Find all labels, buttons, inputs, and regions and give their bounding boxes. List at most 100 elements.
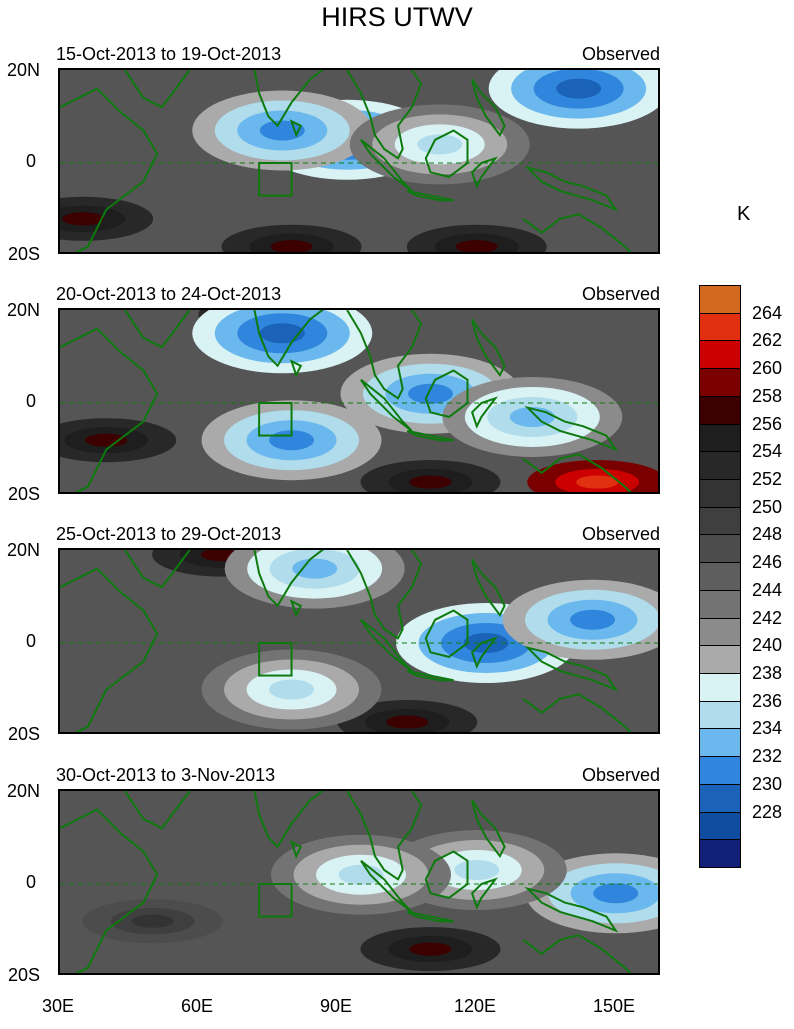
coastline [471,78,506,137]
coastline [60,327,159,492]
moist-region [269,679,315,700]
coastline [522,934,632,973]
colorbar-cell [699,700,741,730]
colorbar-cell [699,340,741,370]
colorbar-label: 262 [752,330,783,351]
coastline [471,799,506,858]
colorbar-label: 264 [752,302,783,323]
moist-region [570,609,616,630]
colorbar-label: 252 [752,469,783,489]
coastline [424,609,469,658]
coastline [60,567,159,732]
coastline [470,877,499,910]
region-box [258,402,293,437]
coastline [253,310,325,368]
colorbar-label: 244 [752,579,783,600]
colorbar-label: 240 [752,635,783,656]
colorbar-label: 248 [752,524,783,545]
panel-1: 15-Oct-2013 to 19-Oct-2013 Observed 20N … [0,44,794,308]
coastline [471,558,506,617]
y-tick-20n: 20N [6,540,40,560]
colorbar-cell [699,728,741,758]
y-tick-20n: 20N [6,300,40,320]
panel-label: Observed [581,765,660,785]
map-plot [58,548,660,734]
colorbar-cell [699,423,741,453]
region-box [258,883,293,918]
y-tick-20n: 20N [6,60,40,80]
colorbar-cell [699,395,741,425]
map-field [60,310,658,492]
colorbar-cell [699,617,741,647]
colorbar-label: 254 [752,441,783,462]
coastline [471,318,506,377]
dry-region [85,433,128,447]
colorbar-cell [699,368,741,397]
panel-label: Observed [581,284,660,304]
map-plot [58,68,660,254]
colorbar-label: 230 [752,773,783,794]
colorbar-cell [699,589,741,619]
colorbar-cell [699,285,741,314]
moist-region [417,134,463,155]
dry-region [455,240,498,252]
region-box [258,642,293,677]
coastline [289,359,303,378]
coastline [470,396,499,429]
coastline [524,165,619,212]
coastline [524,645,619,692]
colorbar-label: 238 [752,663,783,683]
colorbar-cell [699,534,741,564]
coastline [406,429,454,442]
y-tick-20s: 20S [7,244,40,264]
y-tick-20s: 20S [7,724,40,744]
panel-period: 25-Oct-2013 to 29-Oct-2013 [56,524,282,544]
colorbar [699,285,743,868]
coastline [424,850,469,899]
moist-region [292,558,338,579]
coastline [253,70,325,128]
coastline [524,405,619,452]
y-tick-20s: 20S [7,484,40,504]
colorbar-cell [699,673,741,702]
coastline [123,791,191,830]
dry-region [386,715,429,729]
coastline [346,310,423,400]
y-tick-0: 0 [25,872,36,892]
colorbar-cell [699,645,741,674]
coastline [253,550,325,608]
panel-period: 20-Oct-2013 to 24-Oct-2013 [56,284,282,304]
coastline [406,669,454,682]
colorbar-label: 258 [752,385,783,406]
colorbar-label: 246 [752,552,783,573]
dry-region [270,240,313,252]
colorbar-cell [699,506,741,536]
colorbar-cell [699,756,741,785]
coastline [424,369,469,418]
x-tick-30e: 30E [41,996,75,1016]
coastline [522,693,632,732]
moist-region [259,323,305,344]
colorbar-unit: K [737,203,751,225]
colorbar-cell [699,839,741,868]
panel-label: Observed [581,44,660,64]
y-tick-0: 0 [25,151,36,171]
coastline [123,70,191,109]
coastline [470,636,499,669]
coastline [470,156,499,189]
moist-region [454,860,500,881]
colorbar-label: 232 [752,746,783,767]
y-tick-20n: 20N [6,781,40,801]
coastline [346,791,423,881]
coastline [289,599,303,618]
coastline [346,550,423,640]
moist-region [593,883,639,904]
coastline [60,808,159,973]
colorbar-cell [699,811,741,841]
coastline [522,453,632,492]
map-field [60,791,658,973]
panel-3: 25-Oct-2013 to 29-Oct-2013 Observed 20N … [0,524,794,788]
colorbar-cell [699,479,741,508]
coastline [406,189,454,202]
dry-region [131,914,174,928]
